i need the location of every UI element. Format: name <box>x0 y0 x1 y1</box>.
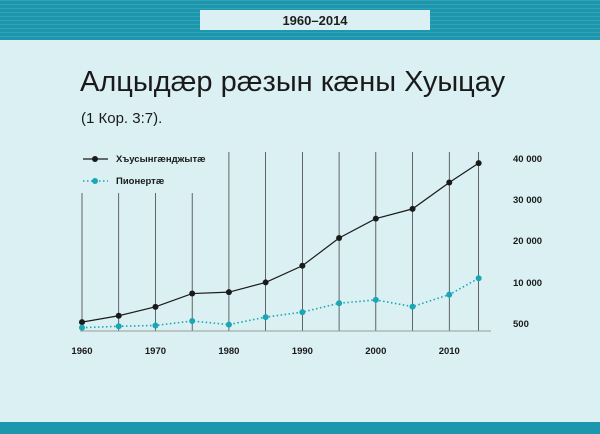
legend-marker-series-1 <box>92 156 98 162</box>
y-tick-label-500: 500 <box>513 319 529 330</box>
y-tick-label-30000: 30 000 <box>513 195 542 206</box>
series-1-point-1960 <box>79 319 85 326</box>
page-title: Алцыдæр рæзын кæны Хуыцау <box>80 66 506 98</box>
x-tick-label-1980: 1980 <box>218 346 239 357</box>
series-1-point-1975 <box>189 290 196 297</box>
series-2-point-2000 <box>372 296 379 303</box>
series-1-point-2000 <box>372 215 379 222</box>
series-2-point-1990 <box>299 309 306 316</box>
top-band: 1960–2014 <box>0 0 600 40</box>
series-2-point-2005 <box>409 303 416 310</box>
legend-label-series-1: Хъусынгæнджытæ <box>116 154 206 165</box>
y-tick-label-40000: 40 000 <box>513 154 542 165</box>
x-tick-label-2000: 2000 <box>365 346 386 357</box>
series-1-point-1970 <box>152 303 159 310</box>
series-1-point-1990 <box>299 262 306 269</box>
series-1-point-2010 <box>446 179 453 186</box>
series-2-point-1985 <box>262 314 269 321</box>
chart-marks <box>79 160 482 331</box>
date-range-label: 1960–2014 <box>282 12 348 28</box>
series-1-point-1995 <box>336 235 343 242</box>
x-tick-label-2010: 2010 <box>439 346 460 357</box>
date-range-banner: 1960–2014 <box>200 10 430 30</box>
series-1-point-2014 <box>475 160 482 167</box>
legend-marker-series-2 <box>92 178 98 184</box>
chart-legend: Хъусынгæнджытæ Пионертæ <box>83 154 206 187</box>
series-2-point-1960 <box>79 324 85 331</box>
bottom-band <box>0 422 600 434</box>
series-2-point-2010 <box>446 291 453 298</box>
series-1-point-1980 <box>225 289 232 296</box>
scripture-reference: (1 Кор. 3:7). <box>81 110 163 127</box>
series-1-point-1965 <box>115 312 122 319</box>
series-2-point-1980 <box>225 321 232 328</box>
legend-label-series-2: Пионертæ <box>116 176 165 187</box>
series-1-point-1985 <box>262 279 269 286</box>
y-tick-label-20000: 20 000 <box>513 236 542 247</box>
series-1-point-2005 <box>409 205 416 212</box>
x-tick-label-1990: 1990 <box>292 346 313 357</box>
y-tick-label-10000: 10 000 <box>513 278 542 289</box>
x-tick-label-1970: 1970 <box>145 346 166 357</box>
x-tick-label-1960: 1960 <box>71 346 92 357</box>
series-2-point-2014 <box>475 275 482 282</box>
series-2-point-1975 <box>189 318 196 325</box>
x-tick-labels: 1960 1970 1980 1990 2000 2010 <box>71 346 459 357</box>
series-2-point-1970 <box>152 322 159 329</box>
series-line-1 <box>81 162 479 323</box>
y-tick-labels: 500 10 000 20 000 30 000 40 000 <box>513 154 542 330</box>
series-line-2 <box>81 277 480 329</box>
series-2-point-1995 <box>336 300 343 307</box>
series-2-point-1965 <box>115 323 122 330</box>
